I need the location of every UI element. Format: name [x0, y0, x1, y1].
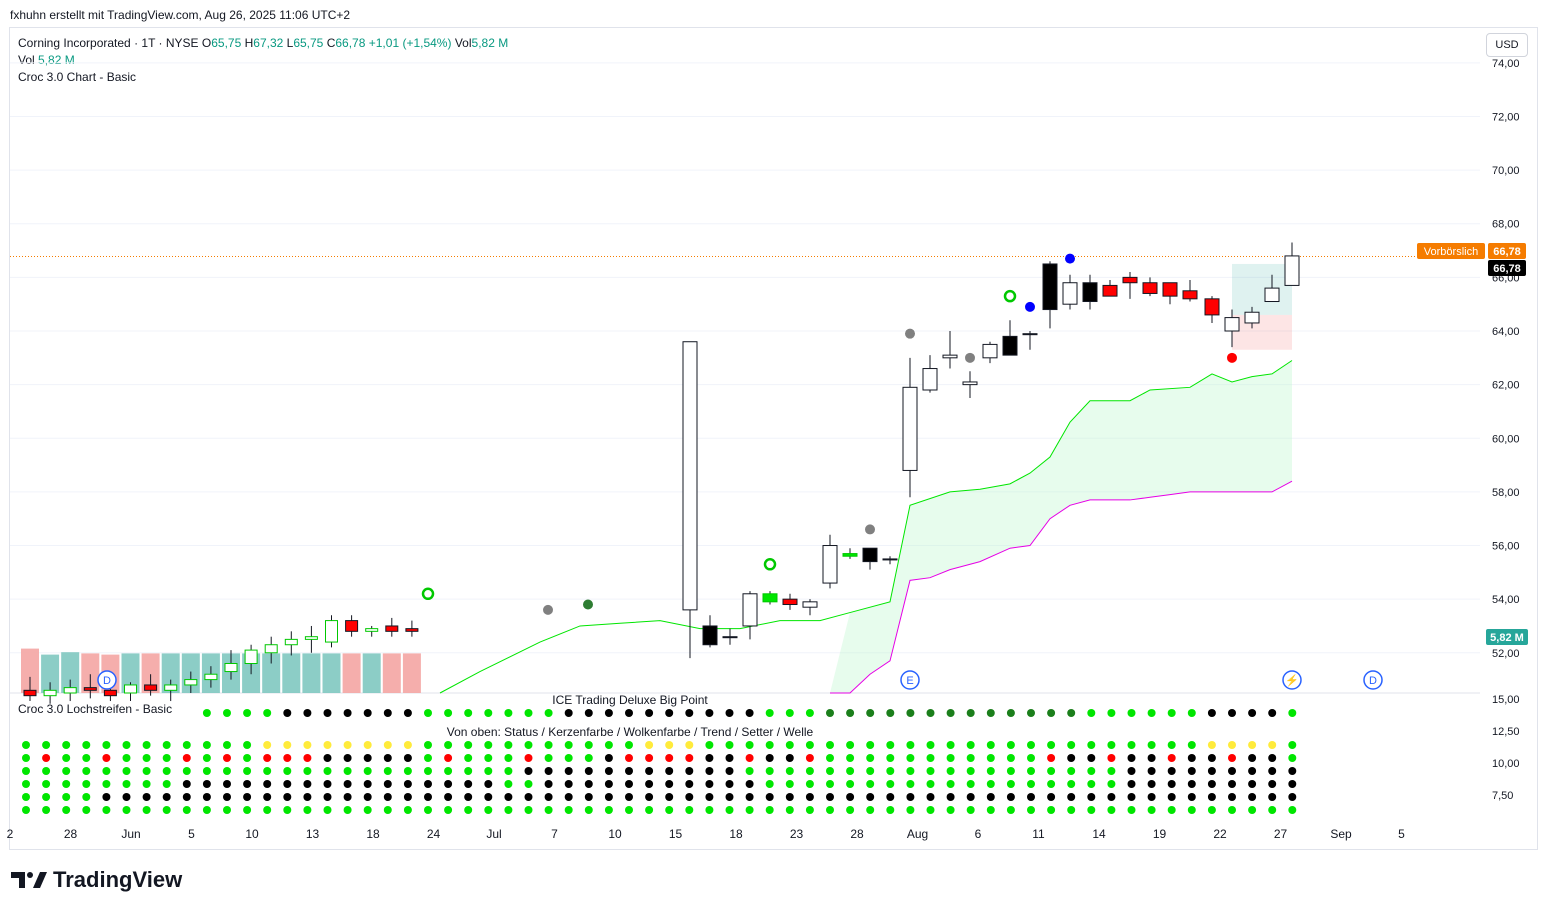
chart-legend: Corning Incorporated · 1T · NYSE O65,75 …: [18, 35, 508, 86]
legend-close: 66,78: [335, 36, 366, 50]
brand-name: TradingView: [53, 867, 183, 892]
tradingview-logo-icon: [11, 872, 47, 888]
legend-open-label: O: [201, 36, 212, 50]
volume-value: 5,82 M: [38, 53, 75, 67]
chart-frame: [9, 27, 1538, 850]
legend-low-label: L: [286, 36, 294, 50]
indicator-label[interactable]: Croc 3.0 Chart - Basic: [18, 70, 137, 84]
tradingview-logo[interactable]: TradingView: [11, 867, 182, 893]
legend-volume-row: Vol 5,82 M: [18, 52, 508, 69]
currency-button[interactable]: USD: [1486, 33, 1528, 57]
lower-pane-label[interactable]: Croc 3.0 Lochstreifen - Basic: [18, 702, 173, 716]
legend-low: 65,75: [293, 36, 324, 50]
attribution: fxhuhn erstellt mit TradingView.com, Aug…: [10, 8, 351, 22]
legend-close-label: C: [326, 36, 336, 50]
legend-open: 65,75: [211, 36, 242, 50]
volume-label[interactable]: Vol: [18, 53, 35, 67]
legend-ohlc-row: Corning Incorporated · 1T · NYSE O65,75 …: [18, 35, 508, 52]
legend-high: 67,32: [253, 36, 284, 50]
legend-change: +1,01 (+1,54%): [368, 36, 452, 50]
lower-pane-subtitle: Von oben: Status / Kerzenfarbe / Wolkenf…: [446, 725, 814, 739]
legend-vol-label: Vol: [454, 36, 472, 50]
legend-vol: 5,82 M: [471, 36, 509, 50]
lower-pane-title: ICE Trading Deluxe Big Point: [552, 693, 708, 707]
symbol-title[interactable]: Corning Incorporated · 1T · NYSE: [18, 36, 199, 50]
legend-high-label: H: [244, 36, 254, 50]
